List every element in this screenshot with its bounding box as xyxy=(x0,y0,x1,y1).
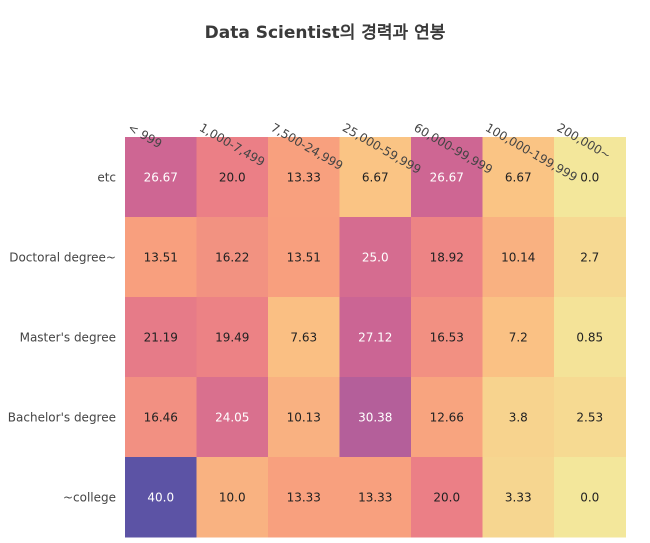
heatmap-cell xyxy=(339,377,412,458)
cell-value-label: 6.67 xyxy=(505,171,532,185)
heatmap-cell xyxy=(125,297,197,378)
heatmap-cell xyxy=(411,217,483,298)
heatmap-cell xyxy=(125,217,197,298)
heatmap-cell xyxy=(554,457,626,538)
cell-value-label: 3.33 xyxy=(505,491,532,505)
cell-value-label: 27.12 xyxy=(358,331,392,345)
cell-value-label: 24.05 xyxy=(215,411,249,425)
heatmap-cell xyxy=(268,377,340,458)
heatmap-cell xyxy=(125,377,197,458)
heatmap-cell xyxy=(196,377,269,458)
heatmap-cell xyxy=(554,217,626,298)
cell-value-label: 20.0 xyxy=(219,171,246,185)
heatmap-cell xyxy=(125,457,197,538)
heatmap-cell xyxy=(196,457,269,538)
heatmap-cell xyxy=(411,297,483,378)
cell-value-label: 3.8 xyxy=(509,411,528,425)
cell-value-label: 10.14 xyxy=(501,251,535,265)
cell-value-label: 16.53 xyxy=(430,331,464,345)
heatmap-cell xyxy=(125,137,197,218)
cell-value-label: 13.33 xyxy=(287,171,321,185)
cell-value-label: 6.67 xyxy=(362,171,389,185)
cell-value-label: 21.19 xyxy=(144,331,178,345)
heatmap-cell xyxy=(339,137,412,218)
cell-value-label: 16.22 xyxy=(215,251,249,265)
cell-value-label: 2.7 xyxy=(580,251,599,265)
cell-value-label: 7.2 xyxy=(509,331,528,345)
cell-value-label: 26.67 xyxy=(144,171,178,185)
y-tick-label: ~college xyxy=(63,491,116,505)
heatmap-cell xyxy=(268,137,340,218)
heatmap-cell xyxy=(339,297,412,378)
heatmap-cell xyxy=(482,137,555,218)
cell-value-label: 30.38 xyxy=(358,411,392,425)
cell-value-label: 20.0 xyxy=(433,491,460,505)
cell-value-label: 40.0 xyxy=(147,491,174,505)
heatmap-cell xyxy=(268,217,340,298)
cell-value-label: 19.49 xyxy=(215,331,249,345)
cell-value-label: 13.51 xyxy=(144,251,178,265)
cell-value-label: 13.33 xyxy=(287,491,321,505)
heatmap-cell xyxy=(554,377,626,458)
heatmap-cell xyxy=(411,457,483,538)
y-tick-label: Doctoral degree~ xyxy=(9,251,116,265)
heatmap-cell xyxy=(411,137,483,218)
y-tick-label: etc xyxy=(97,171,116,185)
heatmap-cell xyxy=(482,377,555,458)
y-tick-label: Bachelor's degree xyxy=(8,411,116,425)
cell-value-label: 0.0 xyxy=(580,491,599,505)
chart-title: Data Scientist의 경력과 연봉 xyxy=(204,23,446,43)
cell-value-label: 18.92 xyxy=(430,251,464,265)
y-tick-label: Master's degree xyxy=(20,331,116,345)
cell-value-label: 13.51 xyxy=(287,251,321,265)
heatmap-cell xyxy=(554,137,626,218)
heatmap-cell xyxy=(482,457,555,538)
heatmap-cell xyxy=(339,217,412,298)
cell-value-label: 7.63 xyxy=(290,331,317,345)
heatmap-cell xyxy=(554,297,626,378)
cell-value-label: 13.33 xyxy=(358,491,392,505)
cell-value-label: 0.85 xyxy=(576,331,603,345)
heatmap-cell xyxy=(268,457,340,538)
heatmap-cell xyxy=(411,377,483,458)
cell-value-label: 16.46 xyxy=(144,411,178,425)
cell-value-label: 10.0 xyxy=(219,491,246,505)
cell-value-label: 0.0 xyxy=(580,171,599,185)
cell-value-label: 2.53 xyxy=(576,411,603,425)
heatmap-cell xyxy=(196,217,269,298)
heatmap-cell xyxy=(482,217,555,298)
cell-value-label: 25.0 xyxy=(362,251,389,265)
heatmap-cell xyxy=(196,297,269,378)
heatmap-cell xyxy=(268,297,340,378)
cell-value-label: 26.67 xyxy=(430,171,464,185)
cell-value-label: 10.13 xyxy=(287,411,321,425)
heatmap-cell xyxy=(482,297,555,378)
cell-value-label: 12.66 xyxy=(430,411,464,425)
heatmap-cell xyxy=(196,137,269,218)
heatmap-cell xyxy=(339,457,412,538)
